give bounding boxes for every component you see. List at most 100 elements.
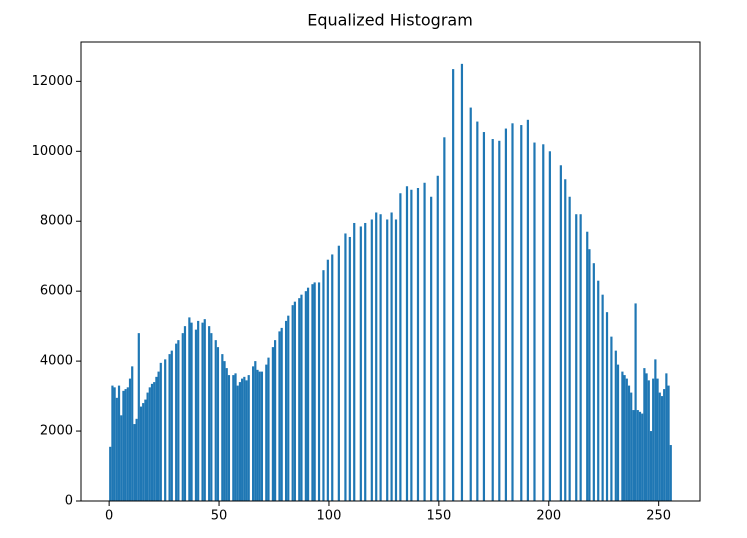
y-tick-label: 8000: [40, 214, 73, 229]
bar: [656, 378, 659, 501]
bar: [164, 359, 167, 501]
bar: [170, 350, 173, 501]
bar: [331, 254, 334, 501]
bar: [410, 189, 413, 502]
bar: [273, 340, 277, 501]
bar: [311, 284, 314, 501]
bar: [586, 231, 589, 501]
bar: [181, 333, 184, 501]
bar: [227, 375, 231, 501]
x-tick-label: 150: [426, 509, 451, 524]
bar: [658, 392, 661, 501]
bar: [621, 371, 624, 501]
bar: [175, 343, 178, 501]
bar: [245, 380, 248, 501]
bar: [159, 362, 162, 501]
bar: [482, 132, 486, 501]
bar: [616, 364, 620, 501]
bar: [364, 222, 367, 501]
bar: [623, 375, 626, 501]
bar: [579, 214, 582, 501]
bar: [293, 301, 296, 501]
bar: [627, 385, 631, 501]
bar: [113, 387, 116, 501]
x-tick-label: 250: [646, 509, 671, 524]
bar: [394, 219, 398, 502]
bar: [542, 144, 545, 501]
bar: [131, 366, 134, 501]
bar: [399, 193, 402, 501]
bar: [280, 327, 283, 501]
bar: [232, 375, 235, 501]
bar: [210, 333, 213, 501]
bar: [597, 280, 600, 501]
bar: [405, 186, 409, 501]
bar: [654, 359, 657, 501]
y-tick-label: 12000: [32, 74, 73, 89]
y-tick-label: 2000: [40, 424, 73, 439]
bar: [148, 387, 151, 501]
bar: [142, 403, 145, 501]
x-tick-label: 200: [536, 509, 561, 524]
bar: [375, 212, 378, 501]
bar: [306, 287, 310, 501]
bar: [254, 361, 257, 501]
bar: [284, 320, 288, 501]
bar: [203, 319, 206, 501]
bar: [252, 366, 255, 501]
bar: [511, 123, 514, 502]
bar: [647, 380, 650, 501]
bar: [588, 249, 591, 501]
bar: [221, 354, 224, 501]
bar: [304, 291, 307, 501]
bar: [359, 226, 362, 501]
bar: [157, 371, 160, 501]
bar: [548, 151, 551, 502]
bar: [423, 182, 426, 501]
bar: [559, 165, 562, 501]
bar: [564, 179, 567, 501]
bar: [443, 137, 446, 501]
bar: [271, 347, 274, 501]
bar: [663, 389, 666, 501]
bar: [469, 107, 472, 502]
bar: [568, 196, 571, 501]
bar: [247, 375, 250, 501]
bar: [128, 378, 132, 501]
bar: [636, 410, 639, 501]
bar: [313, 282, 316, 501]
plot-frame: [80, 41, 701, 502]
bar: [614, 350, 617, 501]
bar: [353, 222, 356, 501]
bar: [667, 385, 670, 501]
bar: [652, 378, 655, 501]
bar: [386, 219, 389, 502]
bar: [291, 305, 294, 501]
y-tick-label: 0: [65, 494, 73, 509]
bar: [625, 378, 628, 501]
bar: [216, 347, 220, 501]
bar: [348, 236, 351, 502]
bar: [278, 331, 281, 501]
bar: [256, 369, 259, 501]
x-tick-label: 0: [105, 509, 113, 524]
bar: [135, 418, 138, 501]
bar: [109, 446, 112, 501]
bar: [144, 399, 147, 501]
bar: [669, 445, 672, 501]
bar: [337, 245, 340, 501]
bar: [126, 387, 129, 501]
bar: [120, 415, 123, 501]
bar: [260, 371, 264, 501]
bar: [641, 413, 644, 501]
bar: [139, 406, 143, 501]
bar: [298, 298, 301, 501]
bar: [575, 214, 578, 501]
bar: [645, 373, 648, 501]
bar: [504, 128, 508, 501]
bar: [168, 354, 171, 501]
bar: [258, 371, 261, 501]
bar: [133, 424, 136, 501]
bar: [610, 336, 613, 501]
bar: [177, 340, 180, 501]
